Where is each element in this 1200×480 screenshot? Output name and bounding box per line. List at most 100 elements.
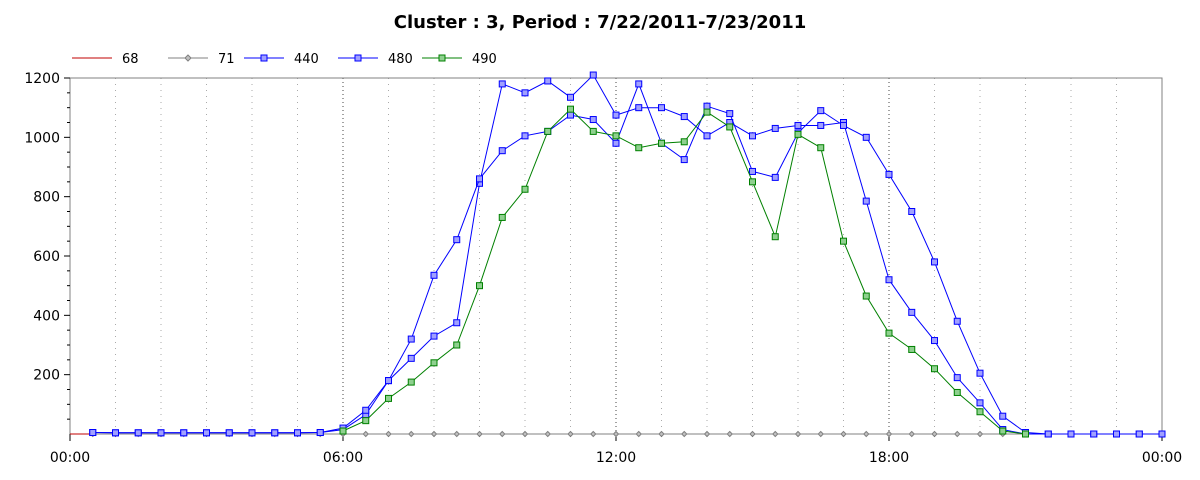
data-point bbox=[612, 139, 620, 147]
data-point bbox=[271, 429, 279, 437]
data-point bbox=[817, 107, 825, 115]
data-point bbox=[931, 258, 938, 266]
data-point bbox=[908, 430, 915, 438]
x-tick-label: 06:00 bbox=[323, 450, 363, 466]
legend-label-490: 490 bbox=[472, 52, 497, 67]
data-point bbox=[339, 427, 347, 435]
data-point bbox=[612, 132, 620, 140]
data-point bbox=[521, 132, 529, 140]
data-point bbox=[385, 377, 392, 385]
data-point bbox=[567, 111, 574, 119]
data-point bbox=[589, 116, 597, 124]
data-point bbox=[794, 430, 802, 438]
data-point bbox=[544, 127, 552, 135]
data-point bbox=[453, 430, 460, 438]
legend-marker-490 bbox=[438, 54, 446, 62]
data-point bbox=[407, 354, 415, 362]
data-point bbox=[908, 208, 916, 215]
y-tick-label: 1000 bbox=[24, 130, 60, 146]
data-point bbox=[931, 365, 938, 373]
data-point bbox=[430, 332, 438, 340]
data-point bbox=[476, 175, 483, 183]
data-point bbox=[180, 429, 188, 437]
data-point bbox=[817, 121, 825, 129]
data-point bbox=[703, 108, 711, 116]
x-axis: 00:00 06:00 12:00 18:00 00:00 bbox=[50, 434, 1182, 466]
data-point bbox=[112, 429, 119, 437]
data-point bbox=[749, 167, 756, 175]
data-point bbox=[453, 341, 461, 349]
y-tick-label: 1200 bbox=[24, 71, 60, 87]
data-point bbox=[316, 429, 324, 437]
data-point bbox=[771, 173, 779, 181]
data-point bbox=[408, 430, 415, 438]
data-point bbox=[385, 394, 392, 402]
data-point bbox=[658, 430, 665, 438]
data-point bbox=[885, 430, 893, 438]
data-point bbox=[407, 335, 415, 343]
data-point bbox=[498, 80, 506, 88]
data-point bbox=[772, 430, 779, 438]
data-point bbox=[544, 430, 551, 438]
legend: 68 71 440 480 490 bbox=[72, 52, 497, 67]
data-point bbox=[794, 121, 802, 129]
data-point bbox=[567, 105, 574, 113]
y-tick-label: 800 bbox=[33, 190, 60, 206]
data-point bbox=[453, 319, 461, 327]
data-point bbox=[680, 113, 688, 121]
data-point bbox=[1067, 430, 1075, 438]
legend-label-71: 71 bbox=[218, 52, 235, 67]
data-point bbox=[385, 430, 392, 438]
data-point bbox=[953, 317, 961, 325]
data-point bbox=[999, 412, 1007, 420]
data-point bbox=[203, 429, 210, 437]
legend-marker-440 bbox=[260, 54, 268, 62]
data-point bbox=[589, 71, 597, 79]
data-point bbox=[658, 104, 665, 112]
data-point bbox=[521, 430, 529, 438]
data-point bbox=[931, 337, 938, 345]
data-point bbox=[726, 110, 734, 118]
data-point bbox=[407, 378, 415, 386]
data-point bbox=[680, 156, 688, 164]
data-point bbox=[1135, 430, 1143, 438]
y-tick-label: 600 bbox=[33, 249, 60, 265]
data-point bbox=[589, 127, 597, 135]
data-point bbox=[1022, 430, 1029, 438]
data-point bbox=[453, 236, 461, 244]
data-point bbox=[840, 121, 847, 129]
data-point bbox=[294, 429, 301, 437]
data-point bbox=[521, 185, 529, 193]
chart-grid bbox=[115, 78, 1117, 434]
data-point bbox=[749, 430, 756, 438]
series-440 bbox=[89, 71, 1166, 438]
y-axis: 200 400 600 800 1000 1200 bbox=[24, 71, 70, 420]
data-point bbox=[999, 427, 1007, 435]
data-point bbox=[362, 406, 370, 414]
data-point bbox=[1044, 430, 1052, 438]
data-point bbox=[89, 429, 97, 437]
data-point bbox=[953, 388, 961, 396]
data-point bbox=[248, 429, 256, 437]
x-tick-label: 18:00 bbox=[869, 450, 909, 466]
legend-label-480: 480 bbox=[388, 52, 413, 67]
data-point bbox=[794, 130, 802, 138]
data-point bbox=[430, 359, 438, 367]
data-point bbox=[885, 329, 893, 337]
data-point bbox=[635, 80, 643, 88]
data-point bbox=[1113, 430, 1120, 438]
data-point bbox=[635, 430, 642, 438]
data-point bbox=[635, 104, 643, 112]
data-point bbox=[658, 139, 665, 147]
series-line-480 bbox=[92, 82, 1162, 435]
x-tick-label: 12:00 bbox=[596, 450, 636, 466]
data-point bbox=[430, 271, 438, 279]
x-tick-label: 00:00 bbox=[1142, 450, 1182, 466]
series-line-440 bbox=[92, 74, 1162, 435]
y-tick-label: 400 bbox=[33, 308, 60, 324]
data-point bbox=[976, 430, 984, 438]
data-point bbox=[703, 132, 711, 140]
chart-title: Cluster : 3, Period : 7/22/2011-7/23/201… bbox=[393, 12, 807, 33]
data-point bbox=[749, 132, 756, 140]
